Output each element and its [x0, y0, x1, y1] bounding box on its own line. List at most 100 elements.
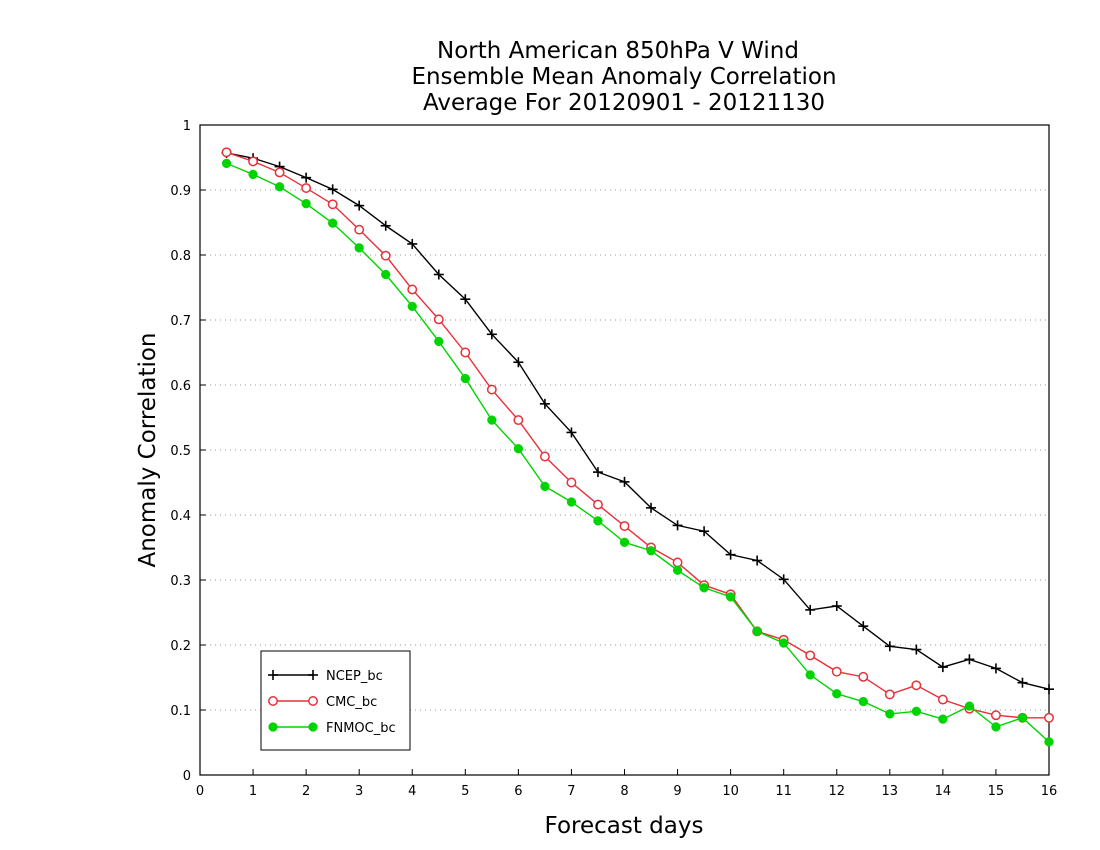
- data-point-cmc-bc: [593, 499, 603, 510]
- x-tick-label: 9: [673, 784, 681, 799]
- data-point-ncep-bc: [513, 357, 524, 368]
- data-point-fnmoc-bc: [328, 218, 338, 228]
- x-tick-label: 6: [514, 784, 522, 799]
- x-axis-label: Forecast days: [545, 813, 704, 839]
- data-point-ncep-bc: [778, 574, 789, 585]
- data-point-fnmoc-bc: [487, 415, 497, 425]
- data-point-ncep-bc: [486, 329, 497, 340]
- data-point-cmc-bc: [460, 347, 471, 358]
- y-tick-label: 0.4: [170, 509, 191, 524]
- y-tick-label: 0.2: [170, 639, 191, 654]
- data-point-cmc-bc: [380, 250, 391, 261]
- data-point-ncep-bc: [327, 184, 338, 195]
- data-point-ncep-bc: [592, 467, 603, 478]
- data-point-fnmoc-bc: [566, 497, 577, 507]
- legend-label-ncep-bc: NCEP_bc: [326, 669, 383, 684]
- legend-label-fnmoc-bc: FNMOC_bc: [326, 721, 396, 736]
- data-point-cmc-bc: [858, 671, 869, 682]
- data-point-ncep-bc: [380, 220, 391, 231]
- data-point-ncep-bc: [301, 172, 312, 183]
- data-point-ncep-bc: [539, 398, 550, 409]
- chart-title-line-1: North American 850hPa V Wind: [437, 38, 799, 64]
- data-point-fnmoc-bc: [725, 592, 736, 602]
- data-point-ncep-bc: [354, 200, 365, 211]
- x-tick-label: 4: [408, 784, 416, 799]
- data-point-ncep-bc: [460, 294, 471, 305]
- data-point-cmc-bc: [407, 284, 418, 295]
- x-tick-label: 15: [988, 784, 1005, 799]
- legend-marker: [268, 722, 278, 732]
- data-point-fnmoc-bc: [434, 336, 444, 347]
- series-cmc-bc: [221, 147, 1054, 723]
- y-tick-label: 0.7: [170, 314, 191, 329]
- data-point-fnmoc-bc: [911, 706, 921, 716]
- data-point-fnmoc-bc: [964, 701, 975, 711]
- data-point-cmc-bc: [911, 680, 922, 691]
- data-point-ncep-bc: [433, 269, 444, 280]
- x-tick-label: 0: [196, 784, 204, 799]
- x-tick-label: 3: [355, 784, 363, 799]
- y-tick-label: 0.6: [170, 379, 191, 394]
- x-tick-label: 1: [249, 784, 257, 799]
- legend: NCEP_bc CMC_bc FNMOC_bc: [260, 650, 411, 751]
- data-point-cmc-bc: [513, 415, 524, 426]
- data-point-cmc-bc: [884, 689, 895, 700]
- data-point-ncep-bc: [911, 644, 922, 655]
- data-point-fnmoc-bc: [274, 182, 285, 192]
- data-point-ncep-bc: [937, 662, 948, 673]
- data-point-ncep-bc: [566, 427, 577, 438]
- series-ncep-bc: [221, 147, 1054, 695]
- data-point-ncep-bc: [990, 663, 1001, 674]
- data-point-fnmoc-bc: [885, 709, 895, 719]
- data-point-cmc-bc: [672, 557, 683, 568]
- data-point-fnmoc-bc: [1044, 737, 1054, 747]
- data-point-cmc-bc: [566, 477, 577, 488]
- data-point-cmc-bc: [539, 451, 550, 462]
- data-point-ncep-bc: [1044, 684, 1054, 695]
- data-point-fnmoc-bc: [513, 444, 524, 454]
- data-point-cmc-bc: [274, 167, 285, 178]
- data-point-cmc-bc: [619, 521, 630, 531]
- data-point-fnmoc-bc: [752, 626, 762, 636]
- data-point-ncep-bc: [672, 520, 683, 531]
- data-point-ncep-bc: [646, 502, 657, 513]
- y-tick-label: 0.5: [170, 444, 191, 459]
- data-point-fnmoc-bc: [646, 546, 656, 556]
- y-tick-label: 0.1: [170, 704, 191, 719]
- x-tick-label: 2: [302, 784, 310, 799]
- data-point-fnmoc-bc: [672, 565, 683, 575]
- series-fnmoc-bc: [221, 158, 1054, 747]
- data-point-ncep-bc: [805, 604, 816, 615]
- chart-title-line-2: Ensemble Mean Anomaly Correlation: [411, 64, 836, 90]
- data-point-cmc-bc: [248, 156, 259, 167]
- legend-marker: [308, 696, 318, 706]
- x-tick-label: 10: [722, 784, 739, 799]
- data-point-fnmoc-bc: [779, 638, 789, 648]
- data-point-ncep-bc: [858, 621, 869, 632]
- y-tick-label: 1: [183, 119, 191, 134]
- data-point-cmc-bc: [327, 199, 338, 210]
- legend-marker: [308, 670, 318, 680]
- y-tick-label: 0: [183, 769, 191, 784]
- x-tick-label: 16: [1041, 784, 1058, 799]
- y-axis-label: Anomaly Correlation: [135, 332, 161, 567]
- data-point-cmc-bc: [301, 183, 312, 194]
- data-point-fnmoc-bc: [832, 689, 842, 699]
- data-point-fnmoc-bc: [381, 269, 391, 280]
- data-point-ncep-bc: [619, 476, 630, 487]
- data-point-fnmoc-bc: [460, 373, 470, 384]
- data-point-ncep-bc: [964, 654, 975, 665]
- axis-ticks: 00.10.20.30.40.50.60.70.80.910 1 2 3 4 5 6 7 8 9 1…: [170, 119, 1057, 799]
- x-tick-label: 5: [461, 784, 469, 799]
- data-point-fnmoc-bc: [991, 722, 1001, 732]
- data-point-ncep-bc: [1017, 677, 1028, 688]
- legend-marker: [268, 696, 278, 706]
- data-point-fnmoc-bc: [938, 714, 948, 724]
- data-point-cmc-bc: [354, 224, 365, 235]
- legend-marker: [268, 670, 278, 680]
- y-tick-label: 0.8: [170, 249, 191, 264]
- data-point-fnmoc-bc: [805, 670, 815, 680]
- data-point-fnmoc-bc: [248, 169, 258, 180]
